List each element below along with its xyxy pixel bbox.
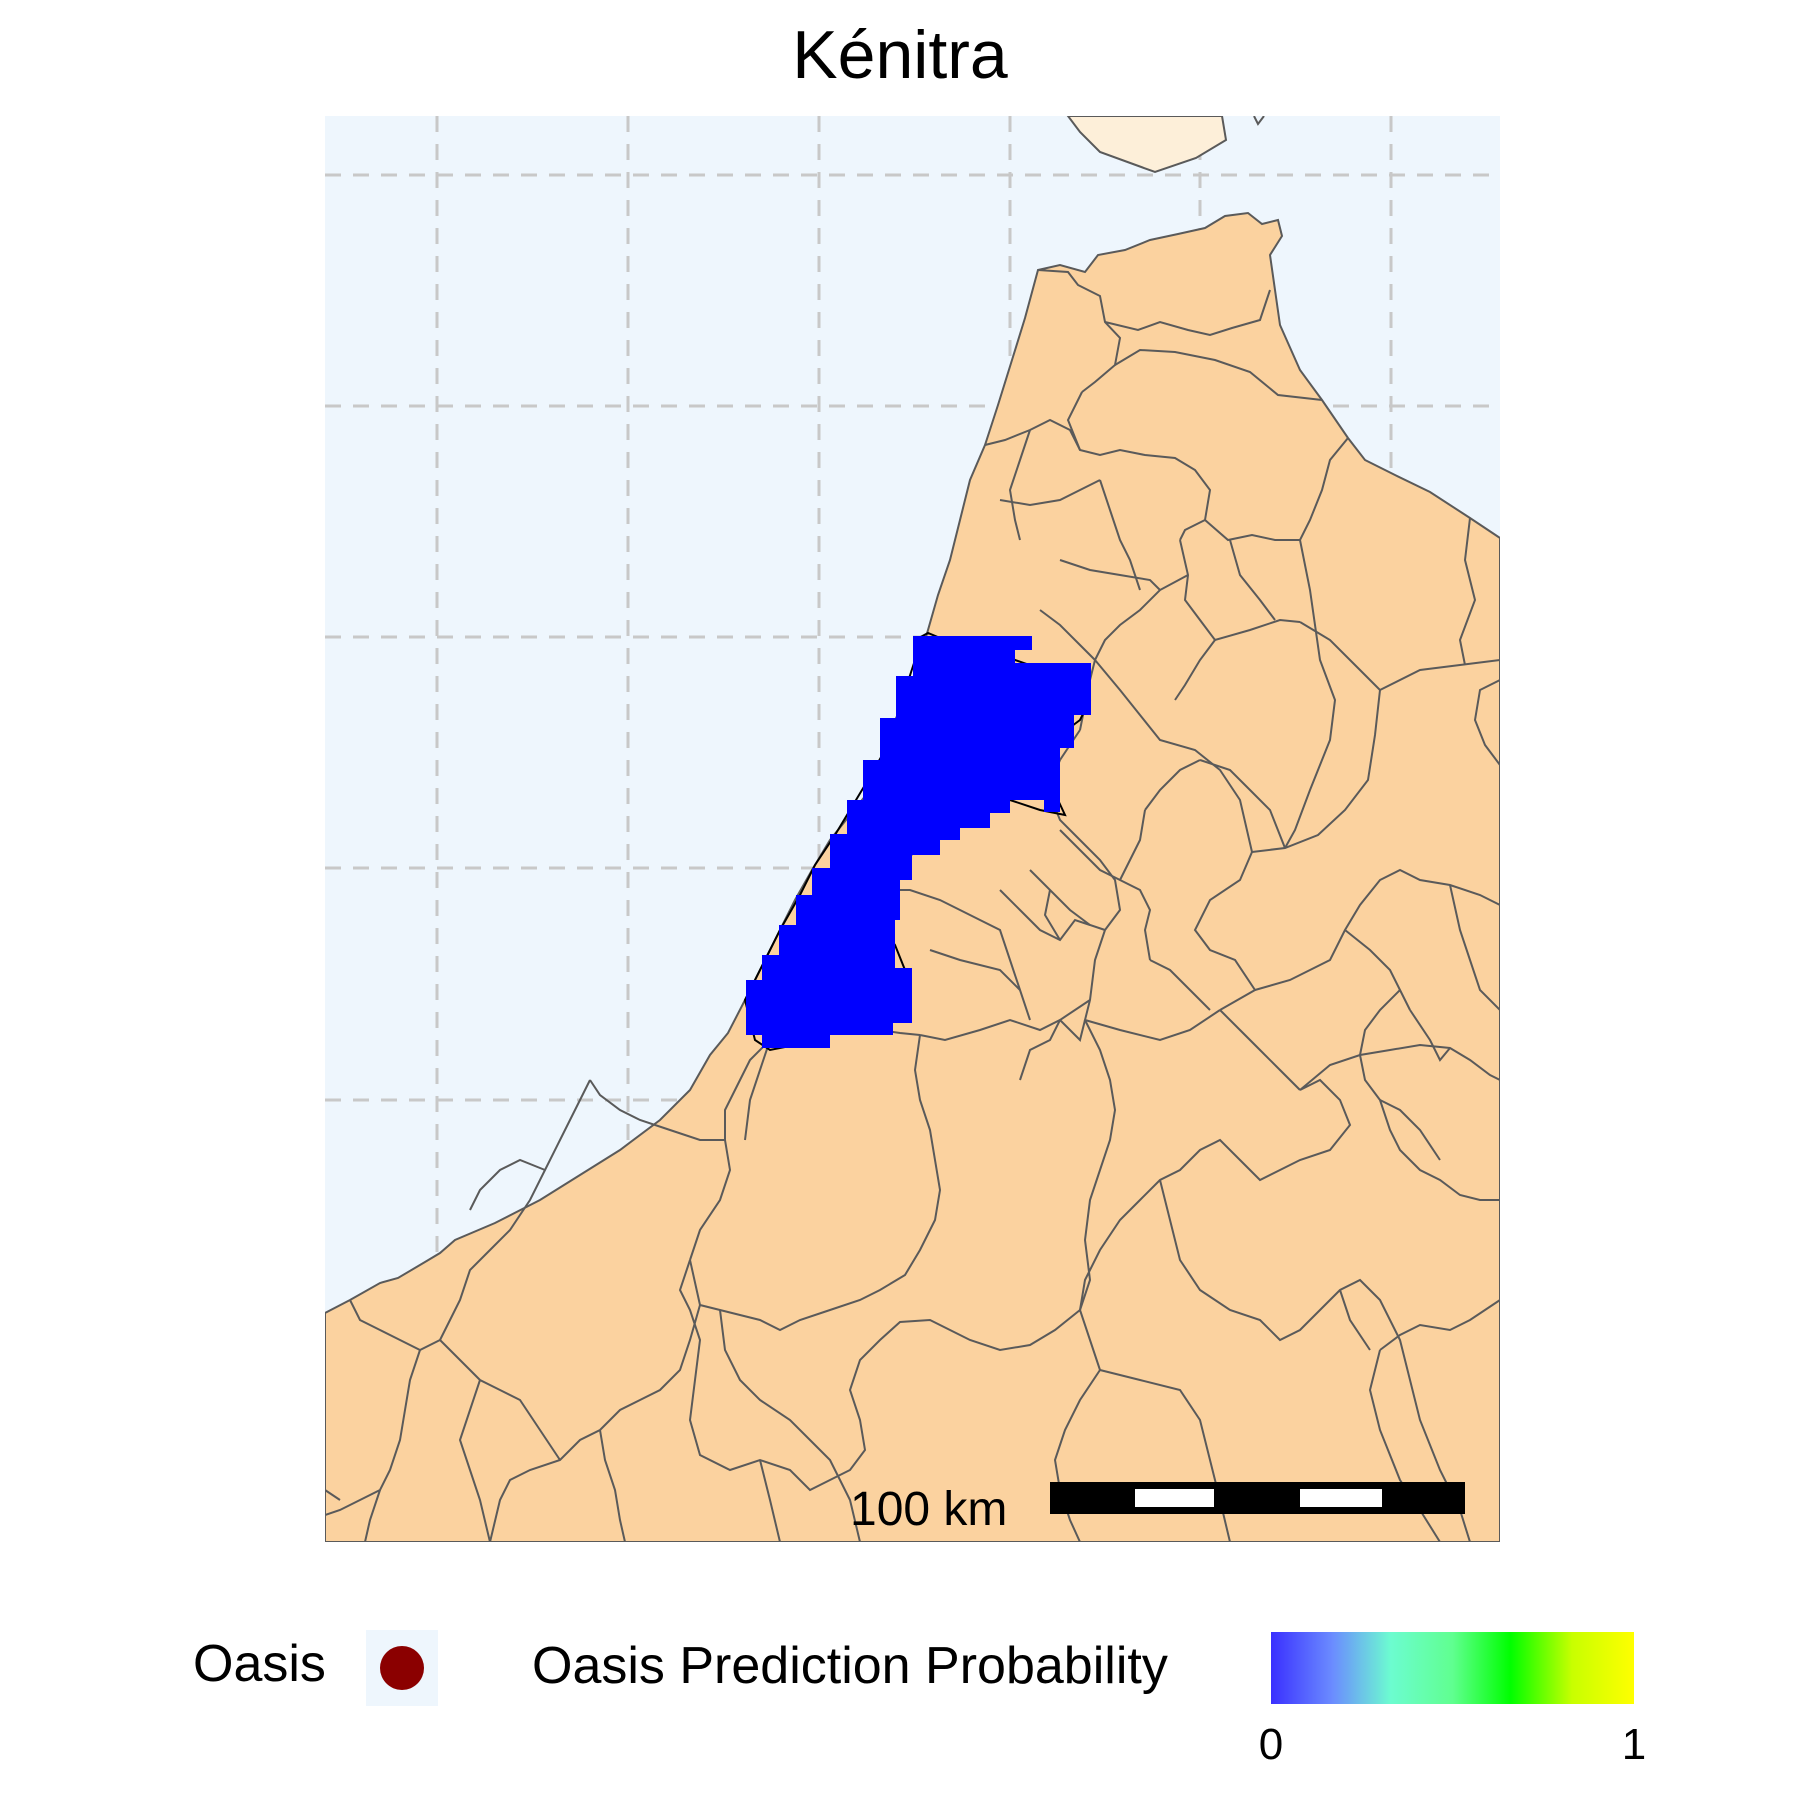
oasis-legend-label: Oasis	[193, 1635, 326, 1693]
map-title: Kénitra	[792, 17, 1008, 93]
spain-landmass	[1066, 116, 1228, 174]
oasis-point-icon	[380, 1646, 424, 1690]
colorbar-max-label: 1	[1621, 1720, 1647, 1769]
colorbar-min-label: 0	[1258, 1720, 1284, 1769]
morocco-landmass	[325, 211, 1500, 1542]
probability-legend-title: Oasis Prediction Probability	[532, 1637, 1168, 1695]
oasis-legend-key	[366, 1630, 438, 1706]
scale-bar	[1050, 1482, 1465, 1514]
scale-bar-label: 100 km	[850, 1483, 1008, 1536]
prediction-raster	[746, 636, 1091, 1048]
probability-colorbar	[1271, 1632, 1634, 1704]
